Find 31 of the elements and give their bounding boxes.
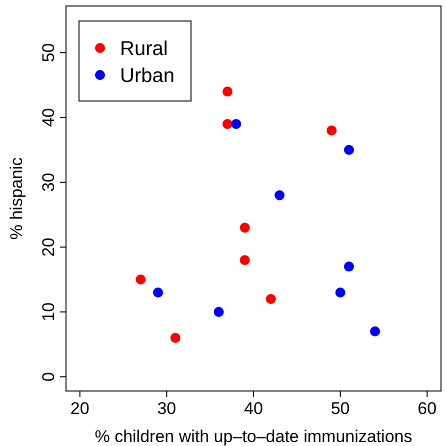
y-tick-label: 10 bbox=[39, 302, 58, 322]
y-axis-title: % hispanic bbox=[7, 156, 26, 240]
point bbox=[153, 287, 164, 298]
point bbox=[344, 144, 354, 155]
x-tick-label: 40 bbox=[244, 399, 263, 418]
point bbox=[335, 287, 346, 298]
point bbox=[222, 86, 232, 97]
point bbox=[240, 222, 250, 233]
point bbox=[231, 118, 242, 129]
point bbox=[274, 190, 285, 200]
y-tick-label: 50 bbox=[39, 43, 58, 62]
x-tick-label: 60 bbox=[418, 399, 437, 418]
point bbox=[344, 262, 354, 272]
y-tick-label: 20 bbox=[39, 238, 58, 257]
point bbox=[240, 255, 250, 266]
point bbox=[370, 326, 380, 336]
y-tick-label: 30 bbox=[39, 172, 58, 192]
point bbox=[266, 294, 276, 304]
x-axis-title: % children with up–to–date immunizations bbox=[94, 427, 412, 446]
x-tick-label: 30 bbox=[157, 399, 176, 418]
point bbox=[326, 125, 337, 136]
point bbox=[136, 274, 146, 285]
point bbox=[170, 332, 180, 343]
y-tick-label: 0 bbox=[39, 372, 58, 382]
y-tick-label: 40 bbox=[39, 108, 58, 127]
point bbox=[214, 306, 224, 317]
point bbox=[222, 118, 232, 129]
legend-label: Urban bbox=[120, 65, 174, 87]
x-tick-label: 50 bbox=[330, 399, 350, 418]
x-tick-label: 20 bbox=[70, 399, 90, 418]
legend-label: Rural bbox=[120, 38, 168, 60]
